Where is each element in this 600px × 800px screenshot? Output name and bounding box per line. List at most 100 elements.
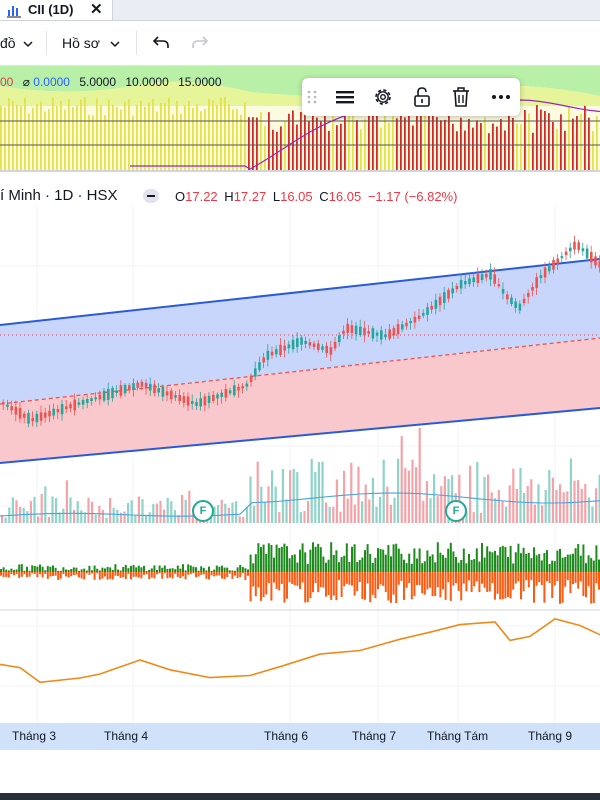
histogram-bar-positive xyxy=(267,543,270,572)
high-label: H xyxy=(224,189,234,204)
histogram-bar-negative xyxy=(262,572,265,598)
histogram-bar-negative xyxy=(327,572,330,596)
indicator-bar xyxy=(420,106,422,170)
indicator-bar xyxy=(128,99,130,170)
histogram-bar-positive xyxy=(457,562,460,572)
pane-separator[interactable] xyxy=(0,170,600,172)
histogram-bar-positive xyxy=(319,547,322,572)
volume-bar xyxy=(159,500,162,523)
profile-dropdown[interactable]: Hồ sơ xyxy=(62,32,120,54)
histogram-bar-negative xyxy=(371,572,374,595)
histogram-bar-positive xyxy=(163,565,166,572)
earnings-event-badge[interactable]: F xyxy=(192,500,214,522)
candle-body xyxy=(459,279,463,289)
candle-body xyxy=(241,386,244,389)
histogram-bar-negative xyxy=(278,572,281,591)
volume-bar xyxy=(393,497,396,523)
histogram-bar-negative xyxy=(114,572,117,576)
chart-tab[interactable]: CII (1D) ✕ xyxy=(0,0,113,20)
indicator-bar xyxy=(152,99,154,170)
histogram-bar-negative xyxy=(314,572,317,584)
histogram-bar-negative xyxy=(137,572,140,578)
indicator-bar xyxy=(140,100,142,170)
chart-type-dropdown[interactable]: đồ xyxy=(0,32,33,54)
redo-icon[interactable] xyxy=(191,34,209,50)
candle-body xyxy=(573,241,576,250)
menu-icon[interactable] xyxy=(332,84,358,110)
indicator-bar xyxy=(388,122,390,170)
indicator-bar xyxy=(124,101,126,170)
histogram-bar-positive xyxy=(189,565,192,572)
indicator-bar xyxy=(484,117,486,170)
chevron-down-icon xyxy=(110,41,120,48)
regression-channel-top-line[interactable] xyxy=(0,258,600,326)
symbol-legend[interactable]: í Minh · 1D · HSX xyxy=(0,187,118,205)
legend-collapse-button[interactable] xyxy=(143,189,159,203)
candle-body xyxy=(220,392,223,397)
volume-bar xyxy=(256,461,259,523)
histogram-bar-positive xyxy=(579,555,582,572)
histogram-bar-negative xyxy=(156,572,158,575)
histogram-bar-negative xyxy=(384,572,387,593)
volume-bar xyxy=(278,512,281,523)
histogram-bar-positive xyxy=(249,554,252,572)
more-icon[interactable] xyxy=(488,84,514,110)
histogram-bar-negative xyxy=(132,572,135,577)
regression-channel-lower-fill xyxy=(0,338,600,463)
histogram-bar-negative xyxy=(301,572,304,583)
main-chart-area[interactable] xyxy=(0,206,600,722)
histogram-bar-positive xyxy=(504,547,507,572)
histogram-bar-positive xyxy=(197,570,200,572)
histogram-bar-negative xyxy=(270,572,273,601)
candle-body xyxy=(65,406,68,410)
histogram-bar-positive xyxy=(101,567,104,572)
settings-gear-icon[interactable] xyxy=(370,84,396,110)
candle-body xyxy=(321,346,324,350)
earnings-event-badge[interactable]: F xyxy=(445,500,467,522)
histogram-bar-positive xyxy=(561,557,564,572)
regression-channel-bottom-line[interactable] xyxy=(0,407,600,464)
histogram-bar-positive xyxy=(455,557,457,572)
time-axis[interactable] xyxy=(0,723,600,750)
candle-body xyxy=(531,287,534,291)
histogram-bar-positive xyxy=(171,568,174,572)
indicator-bar xyxy=(220,97,222,170)
volume-bar xyxy=(501,500,504,523)
histogram-bar-negative xyxy=(481,572,483,584)
volume-bar xyxy=(44,486,47,523)
histogram-bar-positive xyxy=(135,567,138,572)
unlock-icon[interactable] xyxy=(409,84,435,110)
histogram-bar-positive xyxy=(257,543,260,572)
histogram-bar-positive xyxy=(288,558,291,572)
histogram-bar-positive xyxy=(390,556,392,572)
drag-handle-icon[interactable] xyxy=(304,84,320,110)
histogram-bar-negative xyxy=(33,572,36,574)
histogram-bar-positive xyxy=(348,561,351,572)
indicator-bar xyxy=(460,117,462,170)
histogram-bar-positive xyxy=(356,562,359,572)
indicator-bar xyxy=(408,114,410,170)
trash-icon[interactable] xyxy=(448,84,474,110)
histogram-bar-positive xyxy=(416,558,418,572)
histogram-bar-positive xyxy=(470,559,473,572)
tab-close-icon[interactable]: ✕ xyxy=(90,1,103,18)
indicator-bar xyxy=(532,132,534,170)
indicator-bar xyxy=(28,113,30,170)
histogram-bar-positive xyxy=(496,555,499,572)
histogram-bar-positive xyxy=(0,569,2,572)
volume-bar xyxy=(76,501,79,523)
volume-bar xyxy=(51,496,54,523)
indicator-bar xyxy=(180,113,182,170)
histogram-bar-positive xyxy=(312,542,314,572)
histogram-bar-negative xyxy=(356,572,359,592)
volume-bar xyxy=(289,470,292,523)
volume-bar xyxy=(577,480,580,523)
line-indicator xyxy=(0,618,600,684)
histogram-bar-negative xyxy=(241,572,244,574)
histogram-bar-positive xyxy=(49,566,52,572)
candle-body xyxy=(27,412,30,424)
undo-icon[interactable] xyxy=(152,34,170,50)
volume-bar xyxy=(346,498,349,523)
histogram-bar-positive xyxy=(475,548,478,572)
candle-body xyxy=(401,324,404,330)
